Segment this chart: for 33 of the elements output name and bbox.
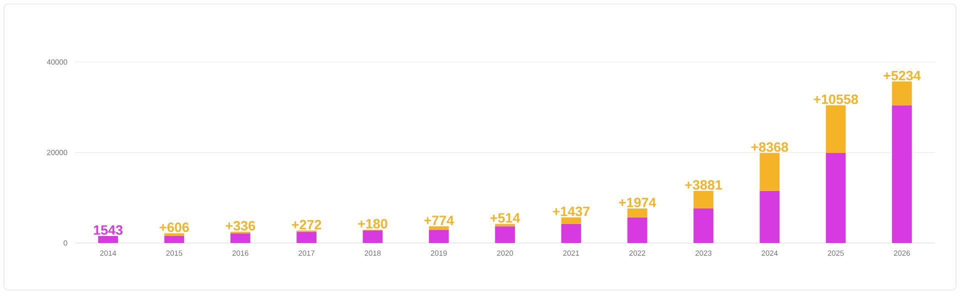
bar [826,153,846,243]
data-label: +606 [160,222,189,232]
bar [296,232,316,243]
data-label: +514 [490,213,520,223]
bar [362,230,383,243]
data-label: +5234 [884,70,921,80]
bar [760,153,780,191]
bar [627,217,648,243]
bar [561,217,582,224]
bar [495,226,515,243]
data-label: +10558 [814,94,858,104]
data-label: +1974 [618,198,656,208]
data-label: 1543 [94,225,123,235]
bar [892,105,912,243]
data-label: +180 [358,218,388,229]
bar [826,105,846,154]
bar [760,190,780,243]
data-label: +272 [292,220,322,230]
data-label: +3881 [685,180,722,190]
data-label: +336 [226,221,256,231]
bar [892,82,912,106]
bar [627,208,648,218]
bar [428,226,449,230]
bar [164,236,184,243]
data-label: +774 [424,216,454,226]
bar [428,230,449,243]
data-label: +1437 [552,206,590,216]
bar [561,224,582,243]
bar [694,208,714,243]
bar [230,233,250,243]
bar [98,236,118,243]
bar [694,190,714,208]
data-label: +8368 [751,142,788,152]
